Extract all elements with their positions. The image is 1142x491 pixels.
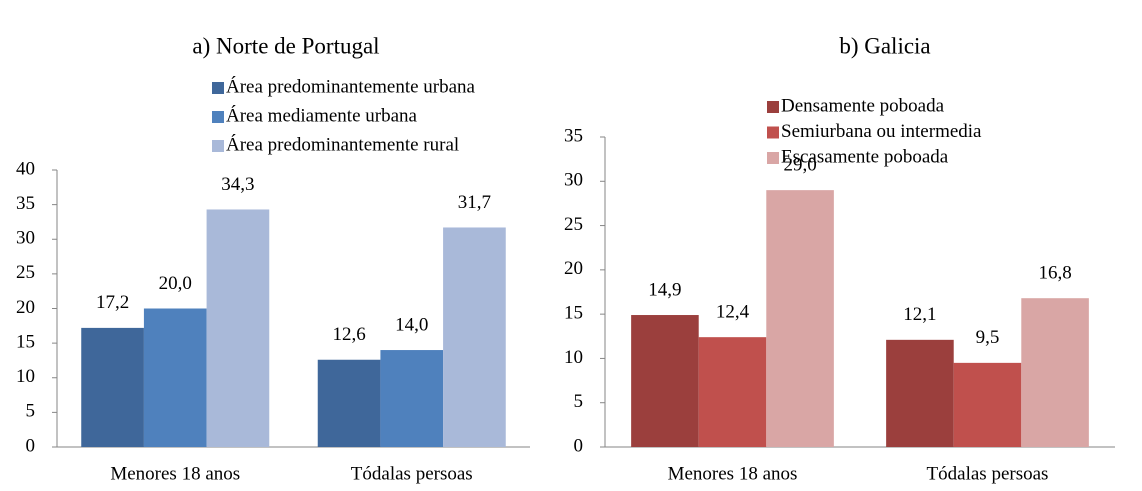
y-tick-label: 25 [16, 262, 35, 283]
bar [380, 350, 444, 447]
bar [631, 315, 699, 447]
y-tick-label: 30 [16, 228, 35, 249]
bar [953, 362, 1022, 447]
legend-label: Área predominantemente rural [226, 133, 459, 155]
legend-label: Área predominantemente urbana [226, 75, 476, 97]
data-label: 14,9 [648, 279, 681, 300]
data-label: 34,3 [221, 174, 254, 195]
legend-swatch [212, 82, 224, 94]
chart-title: b) Galicia [839, 33, 930, 58]
data-label: 12,4 [716, 302, 750, 323]
y-tick-label: 5 [26, 401, 36, 422]
data-label: 29,0 [783, 155, 816, 176]
legend-swatch [212, 111, 224, 123]
x-tick-label: Menores 18 anos [668, 463, 798, 484]
data-label: 16,8 [1038, 263, 1071, 284]
data-label: 14,0 [395, 314, 428, 335]
y-tick-label: 20 [16, 297, 35, 318]
y-tick-label: 15 [16, 331, 35, 352]
x-tick-label: Tódalas persoas [351, 463, 473, 484]
y-tick-label: 20 [564, 258, 583, 279]
y-tick-label: 35 [564, 125, 583, 146]
legend-label: Densamente poboada [781, 95, 945, 116]
bar [766, 190, 834, 447]
y-tick-label: 25 [564, 214, 583, 235]
y-tick-label: 0 [26, 435, 36, 456]
legend-label: Semiurbana ou intermedia [781, 121, 982, 142]
legend-swatch [767, 126, 779, 139]
x-tick-label: Tódalas persoas [927, 463, 1049, 484]
data-label: 31,7 [458, 192, 491, 213]
y-tick-label: 15 [564, 303, 583, 324]
data-label: 12,6 [332, 324, 365, 345]
bar [886, 339, 954, 447]
legend-swatch [767, 101, 779, 113]
legend-swatch [212, 140, 224, 152]
bar [143, 308, 207, 447]
legend-label: Área mediamente urbana [226, 104, 418, 126]
y-tick-label: 35 [16, 193, 35, 214]
bar [81, 327, 144, 447]
data-label: 9,5 [976, 327, 1000, 348]
data-label: 17,2 [96, 292, 129, 313]
bar [1021, 298, 1089, 447]
bar [443, 227, 506, 447]
bar [317, 359, 381, 447]
bar [698, 337, 767, 447]
y-tick-label: 10 [564, 347, 583, 368]
data-label: 20,0 [159, 273, 192, 294]
bar [206, 209, 270, 447]
data-label: 12,1 [903, 304, 936, 325]
y-tick-label: 10 [16, 366, 35, 387]
chart-title: a) Norte de Portugal [192, 33, 379, 58]
y-tick-label: 40 [16, 158, 35, 179]
legend-label: Escasamente poboada [781, 146, 949, 167]
x-tick-label: Menores 18 anos [110, 463, 240, 484]
legend-swatch [767, 152, 779, 164]
y-tick-label: 0 [574, 435, 584, 456]
y-tick-label: 5 [574, 391, 584, 412]
y-tick-label: 30 [564, 170, 583, 191]
